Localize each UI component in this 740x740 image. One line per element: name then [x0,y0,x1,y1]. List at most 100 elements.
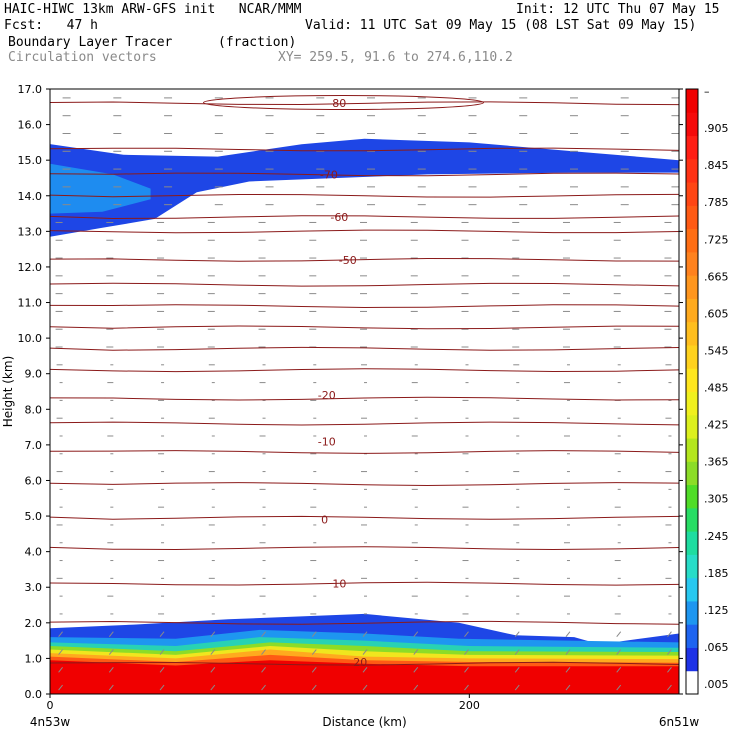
x-start-location: 4n53w [30,715,71,729]
temperature-contours: -80 -70 -60 -50 -20 -10 0 10 20 [49,95,680,669]
colorbar-swatch [686,228,698,253]
contour-line [49,193,680,198]
vector [108,684,114,691]
colorbar-swatch [686,391,698,416]
y-tick-label: 9.0 [25,368,43,381]
vector [464,649,469,655]
init-time: Init: 12 UTC Thu 07 May 15 [516,2,720,17]
vector [514,684,520,691]
vector [616,684,622,691]
x-axis-label: Distance (km) [322,715,406,729]
contour-line [49,215,680,220]
colorbar-swatch [686,484,698,509]
vector [108,666,114,673]
colorbar-swatch [686,554,698,579]
y-tick-label: 8.0 [25,403,43,416]
contour-line [49,515,680,520]
vector [565,666,571,673]
colorbar-label: .785 [704,196,729,209]
vector [159,631,165,638]
colorbar-label: .305 [704,493,729,506]
contour-line [49,172,680,177]
contour-label: -20 [318,389,336,402]
colorbar-swatch [686,89,698,113]
contour-line [49,581,680,586]
y-tick-label: 6.0 [25,474,43,487]
vector [159,684,165,691]
vector [210,684,216,691]
y-tick-label: 10.0 [18,332,43,345]
y-tick-label: 4.0 [25,546,43,559]
upper-tracer-layer [50,138,679,237]
plot-title: HAIC-HIWC 13km ARW-GFS init NCAR/MMM [4,2,302,17]
vector [413,684,419,691]
contour-label: 10 [332,578,346,591]
contour-line [49,396,680,401]
colorbar-label: .905 [704,122,729,135]
vector [210,631,216,638]
field-name: Boundary Layer Tracer [8,35,173,50]
xsec-coords: XY= 259.5, 91.6 to 274.6,110.2 [278,50,513,65]
vector [616,649,622,655]
vector [58,631,63,638]
colorbar-swatch [686,298,698,323]
contour-line [49,282,680,287]
colorbar-swatch [686,438,698,462]
colorbar-label: .545 [704,344,729,357]
vector [667,649,672,655]
colorbar-label: .245 [704,530,729,543]
contour-label: 0 [321,514,328,527]
vector [616,666,622,673]
contour-line [49,325,680,330]
y-tick-label: 1.0 [25,652,43,665]
contour-line [49,229,680,234]
vector [413,649,419,655]
vector [311,631,317,638]
contour-line [49,482,680,487]
contour-line [49,368,680,373]
y-tick-label: 7.0 [25,439,43,452]
colorbar-swatch [686,461,698,486]
y-tick-label: 14.0 [18,190,43,203]
colorbar-swatch [686,182,698,206]
vector [261,649,266,655]
vector [261,684,266,691]
vector [464,684,469,691]
y-tick-label: 15.0 [18,154,43,167]
colorbar-label: – [704,85,710,98]
contour-label: 20 [353,656,367,669]
vector [667,666,672,673]
x-end-location: 6n51w [659,715,700,729]
vector [210,666,216,673]
vector [362,666,368,673]
colorbar-swatch [686,321,698,346]
colorbar-label: .065 [704,641,729,654]
tracer-band-7 [50,660,679,694]
vector [362,684,368,691]
contour-label: -70 [320,168,338,181]
contour-label: -60 [330,211,348,224]
contour-line [49,304,680,309]
y-tick-label: 12.0 [18,261,43,274]
colorbar-swatch [686,158,698,183]
colorbar-frame [685,88,699,695]
contour-line [49,257,680,262]
vector [565,684,571,691]
colorbar-swatch [686,414,698,439]
vector [514,649,520,655]
colorbar-swatch [686,600,698,625]
vector [108,631,114,638]
y-axis-label: Height (km) [1,356,15,427]
contour-label: -10 [318,435,336,448]
colorbar-label: .185 [704,567,729,580]
contour-label: -80 [328,97,346,110]
vector [58,666,63,673]
y-tick-label: 13.0 [18,225,43,238]
colorbar-swatch [686,205,698,230]
axes: 0.0 1.0 2.0 3.0 4.0 5.0 6.0 7.0 8.0 9.0 10.0 11.0 12… [1,83,699,729]
contour-loop [203,95,485,111]
colorbar-swatch [686,577,698,602]
colorbar-swatch [686,275,698,299]
vector [311,649,317,655]
